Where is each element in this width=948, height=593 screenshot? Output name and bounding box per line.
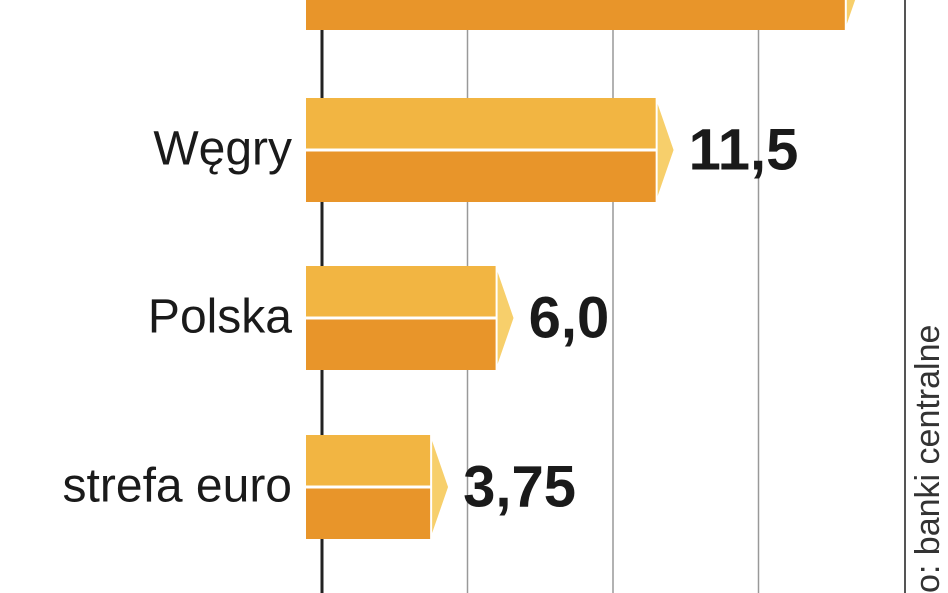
- bar-cap: [844, 0, 858, 31]
- bar: [306, 434, 451, 540]
- bar-cap: [495, 265, 516, 371]
- bar-bottom: [306, 150, 657, 202]
- bar-bottom: [306, 487, 432, 539]
- bar: [306, 97, 676, 203]
- value-label: 6,0: [529, 285, 610, 350]
- bar-cap: [430, 434, 451, 540]
- value-label: 3,75: [463, 454, 576, 519]
- bar-bottom: [306, 0, 846, 30]
- source-note: o: banki centralne: [909, 325, 947, 593]
- category-label: Węgry: [153, 123, 292, 176]
- bar-cap: [655, 97, 676, 203]
- bar-bottom: [306, 318, 497, 370]
- category-label: strefa euro: [63, 460, 292, 513]
- category-label: Polska: [148, 291, 292, 344]
- bar-top: [306, 435, 432, 487]
- value-label: 11,5: [689, 117, 799, 182]
- bar: [306, 265, 516, 371]
- bar-top: [306, 98, 657, 150]
- bar: [306, 0, 858, 31]
- bar-top: [306, 266, 497, 318]
